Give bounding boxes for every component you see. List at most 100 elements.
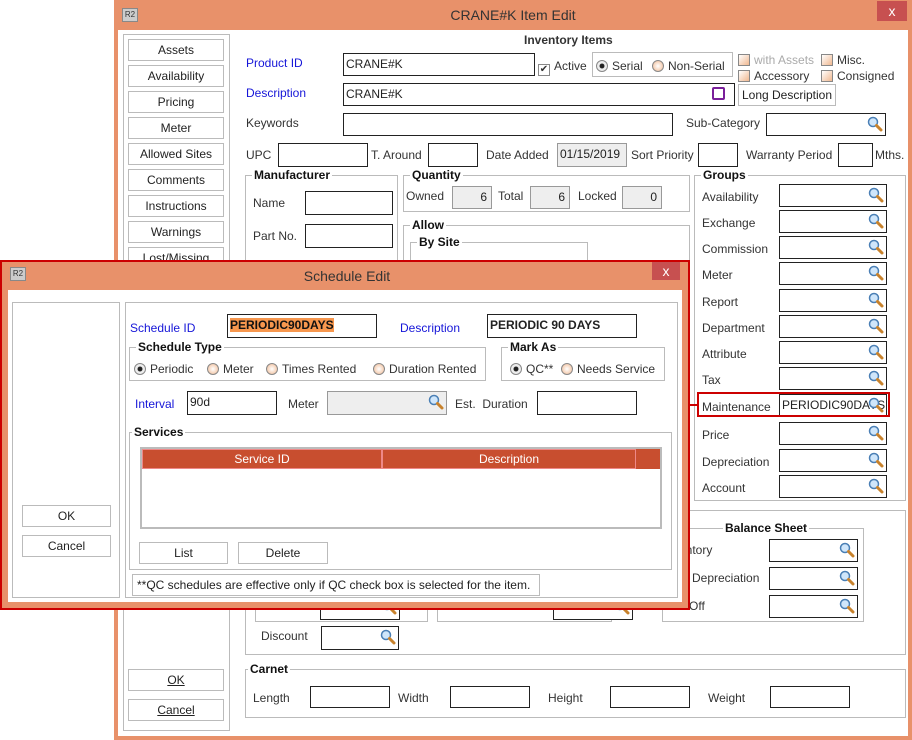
search-icon[interactable] xyxy=(868,344,884,360)
upc-input[interactable] xyxy=(278,143,368,167)
search-icon[interactable] xyxy=(428,394,444,410)
search-icon[interactable] xyxy=(867,116,883,132)
schedule-id-input[interactable]: PERIODIC90DAYS xyxy=(227,314,377,338)
name-label: Name xyxy=(253,196,286,210)
balance-lookup-input[interactable] xyxy=(769,567,858,590)
search-icon[interactable] xyxy=(380,629,396,645)
non-serial-radio[interactable]: Non-Serial xyxy=(652,59,725,73)
group-availability-input[interactable] xyxy=(779,184,887,207)
side-button-assets[interactable]: Assets xyxy=(128,39,224,61)
close-button[interactable]: x xyxy=(877,1,907,21)
discount-input[interactable] xyxy=(321,626,399,650)
group-report-input[interactable] xyxy=(779,289,887,312)
width-input[interactable] xyxy=(450,686,530,708)
side-button-allowed-sites[interactable]: Allowed Sites xyxy=(128,143,224,165)
schedule-type-radio-duration-rented[interactable]: Duration Rented xyxy=(373,362,476,376)
close-button[interactable]: x xyxy=(652,262,680,280)
height-input[interactable] xyxy=(610,686,690,708)
radio-icon xyxy=(373,363,385,375)
side-button-warnings[interactable]: Warnings xyxy=(128,221,224,243)
side-button-availability[interactable]: Availability xyxy=(128,65,224,87)
cancel-button[interactable]: Cancel xyxy=(128,699,224,721)
meter-lookup-input[interactable] xyxy=(327,391,447,415)
search-icon[interactable] xyxy=(868,425,884,441)
dialog-cancel-button[interactable]: Cancel xyxy=(22,535,111,557)
search-icon[interactable] xyxy=(839,570,855,586)
schedule-description-input[interactable]: PERIODIC 90 DAYS xyxy=(487,314,637,338)
search-icon[interactable] xyxy=(868,370,884,386)
active-checkbox[interactable]: ✔ Active xyxy=(538,59,587,76)
product-id-input[interactable]: CRANE#K xyxy=(343,53,535,76)
balance-lookup-input[interactable] xyxy=(769,539,858,562)
with-assets-checkbox[interactable]: with Assets xyxy=(738,53,814,67)
search-icon[interactable] xyxy=(868,397,884,413)
description-input[interactable]: CRANE#K xyxy=(343,83,735,106)
search-icon[interactable] xyxy=(868,187,884,203)
dialog-ok-button[interactable]: OK xyxy=(22,505,111,527)
side-button-meter[interactable]: Meter xyxy=(128,117,224,139)
search-icon[interactable] xyxy=(868,452,884,468)
weight-input[interactable] xyxy=(770,686,850,708)
radio-icon xyxy=(134,363,146,375)
schedule-type-radio-meter[interactable]: Meter xyxy=(207,362,254,376)
search-icon[interactable] xyxy=(868,265,884,281)
services-group: Services xyxy=(129,425,672,570)
length-input[interactable] xyxy=(310,686,390,708)
misc-checkbox[interactable]: Misc. xyxy=(821,53,865,67)
long-description-button[interactable]: Long Description xyxy=(738,84,836,106)
dialog-title: Schedule Edit xyxy=(303,268,391,284)
sort-priority-input[interactable] xyxy=(698,143,738,167)
group-label-meter: Meter xyxy=(702,268,733,282)
side-button-comments[interactable]: Comments xyxy=(128,169,224,191)
search-icon[interactable] xyxy=(868,239,884,255)
search-icon[interactable] xyxy=(868,318,884,334)
column-description[interactable]: Description xyxy=(382,449,636,469)
t-around-input[interactable] xyxy=(428,143,478,167)
keywords-input[interactable] xyxy=(343,113,673,136)
group-title: Manufacturer xyxy=(252,168,333,182)
delete-button[interactable]: Delete xyxy=(238,542,328,564)
group-commission-input[interactable] xyxy=(779,236,887,259)
consigned-checkbox[interactable]: Consigned xyxy=(821,69,894,83)
schedule-type-radio-periodic[interactable]: Periodic xyxy=(134,362,193,376)
part-no-input[interactable] xyxy=(305,224,393,248)
owned-field: 6 xyxy=(452,186,492,209)
search-icon[interactable] xyxy=(868,478,884,494)
search-icon[interactable] xyxy=(839,598,855,614)
expand-icon[interactable] xyxy=(712,87,725,100)
manufacturer-name-input[interactable] xyxy=(305,191,393,215)
group-price-input[interactable] xyxy=(779,422,887,445)
group-meter-input[interactable] xyxy=(779,262,887,285)
mark-as-radio-0[interactable]: QC** xyxy=(510,362,553,376)
list-button[interactable]: List xyxy=(139,542,228,564)
group-account-input[interactable] xyxy=(779,475,887,498)
side-button-pricing[interactable]: Pricing xyxy=(128,91,224,113)
group-department-input[interactable] xyxy=(779,315,887,338)
serial-radio[interactable]: Serial xyxy=(596,59,643,73)
sub-category-input[interactable] xyxy=(766,113,886,136)
interval-input[interactable]: 90d xyxy=(187,391,277,415)
group-exchange-input[interactable] xyxy=(779,210,887,233)
warranty-input[interactable] xyxy=(838,143,873,167)
schedule-type-radio-times-rented[interactable]: Times Rented xyxy=(266,362,356,376)
group-attribute-input[interactable] xyxy=(779,341,887,364)
width-label: Width xyxy=(398,691,429,705)
search-icon[interactable] xyxy=(868,292,884,308)
group-label-commission: Commission xyxy=(702,242,769,256)
schedule-type-group: Schedule Type xyxy=(129,340,486,381)
group-depreciation-input[interactable] xyxy=(779,449,887,472)
date-added-label: Date Added xyxy=(486,148,549,162)
column-service-id[interactable]: Service ID xyxy=(142,449,382,469)
accessory-checkbox[interactable]: Accessory xyxy=(738,69,809,83)
group-title: By Site xyxy=(417,235,462,249)
side-button-instructions[interactable]: Instructions xyxy=(128,195,224,217)
group-tax-input[interactable] xyxy=(779,367,887,390)
button-label: Availability xyxy=(147,69,205,83)
search-icon[interactable] xyxy=(868,213,884,229)
search-icon[interactable] xyxy=(839,542,855,558)
ok-button[interactable]: OK xyxy=(128,669,224,691)
group-label-attribute: Attribute xyxy=(702,347,747,361)
mark-as-radio-1[interactable]: Needs Service xyxy=(561,362,655,376)
est-duration-input[interactable] xyxy=(537,391,637,415)
balance-lookup-input[interactable] xyxy=(769,595,858,618)
